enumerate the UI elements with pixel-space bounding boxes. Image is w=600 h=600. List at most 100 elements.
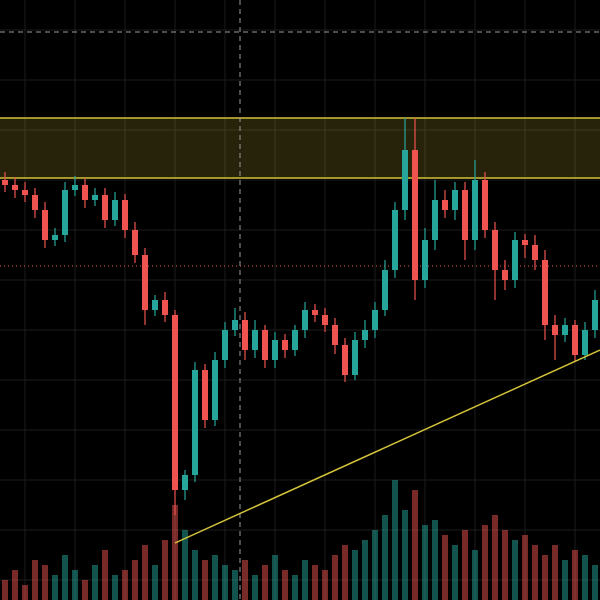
volume-bar: [202, 560, 208, 600]
candle-body: [372, 310, 378, 330]
volume-bar: [292, 575, 298, 600]
candle-body: [512, 240, 518, 280]
volume-bar: [522, 535, 528, 600]
candle-body: [132, 230, 138, 255]
candle-body: [262, 330, 268, 360]
volume-bar: [512, 540, 518, 600]
candle-body: [232, 320, 238, 330]
candle-body: [142, 255, 148, 310]
volume-bar: [332, 555, 338, 600]
volume-bar: [212, 555, 218, 600]
volume-bar: [92, 565, 98, 600]
volume-bar: [2, 580, 8, 600]
volume-bar: [592, 565, 598, 600]
volume-bar: [572, 550, 578, 600]
candle-body: [72, 185, 78, 190]
candle-body: [212, 360, 218, 420]
volume-bar: [122, 570, 128, 600]
volume-bar: [72, 570, 78, 600]
candle-body: [102, 195, 108, 220]
candle-body: [492, 230, 498, 270]
volume-bar: [252, 575, 258, 600]
volume-bar: [162, 540, 168, 600]
candle-body: [422, 240, 428, 280]
volume-bar: [392, 480, 398, 600]
volume-bar: [472, 550, 478, 600]
volume-bar: [42, 565, 48, 600]
volume-bar: [302, 560, 308, 600]
volume-bar: [562, 560, 568, 600]
candle-body: [412, 150, 418, 280]
volume-bar: [432, 520, 438, 600]
candle-body: [92, 195, 98, 200]
candle-body: [282, 340, 288, 350]
candle-body: [352, 340, 358, 375]
volume-bar: [452, 545, 458, 600]
candle-body: [502, 270, 508, 280]
candle-body: [472, 180, 478, 240]
volume-bar: [132, 560, 138, 600]
candle-body: [452, 190, 458, 210]
trendline: [174, 349, 600, 544]
candle-body: [402, 150, 408, 210]
volume-bar: [502, 530, 508, 600]
volume-bar: [52, 575, 58, 600]
volume-bar: [32, 560, 38, 600]
candle-body: [462, 190, 468, 240]
volume-bar: [532, 545, 538, 600]
volume-bar: [112, 575, 118, 600]
volume-bar: [582, 555, 588, 600]
volume-bar: [412, 490, 418, 600]
candle-body: [32, 195, 38, 210]
candle-body: [222, 330, 228, 360]
zone: [0, 118, 600, 178]
candle-body: [152, 300, 158, 310]
volume-bar: [342, 545, 348, 600]
volume-bar: [152, 565, 158, 600]
volume-bar: [552, 545, 558, 600]
candle-body: [202, 370, 208, 420]
candle-body: [342, 345, 348, 375]
volume-bar: [82, 580, 88, 600]
volume-bar: [222, 565, 228, 600]
volume-bar: [282, 570, 288, 600]
candle-body: [542, 260, 548, 325]
volume-bar: [542, 555, 548, 600]
candle-body: [382, 270, 388, 310]
volume-bar: [12, 570, 18, 600]
volume-bar: [22, 585, 28, 600]
volume-bar: [192, 550, 198, 600]
volume-bar: [262, 565, 268, 600]
candle-body: [42, 210, 48, 240]
candle-body: [582, 330, 588, 355]
candle-body: [592, 300, 598, 330]
volume-bar: [402, 510, 408, 600]
candle-body: [332, 325, 338, 345]
volume-bar: [372, 530, 378, 600]
candle-body: [252, 330, 258, 350]
candle-body: [292, 330, 298, 350]
candle-body: [122, 200, 128, 230]
candle-body: [442, 200, 448, 210]
candle-body: [522, 240, 528, 245]
volume-bar: [442, 535, 448, 600]
candle-body: [192, 370, 198, 475]
volume-bar: [242, 560, 248, 600]
candle-body: [362, 330, 368, 340]
candle-body: [302, 310, 308, 330]
candle-body: [322, 315, 328, 325]
volume-bar: [422, 525, 428, 600]
volume-bar: [462, 530, 468, 600]
volume-bar: [102, 550, 108, 600]
candle-body: [392, 210, 398, 270]
volume-bar: [382, 515, 388, 600]
volume-bar: [352, 550, 358, 600]
candle-body: [242, 320, 248, 350]
volume-bar: [182, 530, 188, 600]
candle-body: [2, 180, 8, 185]
candle-body: [172, 315, 178, 490]
candle-body: [22, 190, 28, 195]
candle-body: [552, 325, 558, 335]
candle-body: [12, 185, 18, 190]
